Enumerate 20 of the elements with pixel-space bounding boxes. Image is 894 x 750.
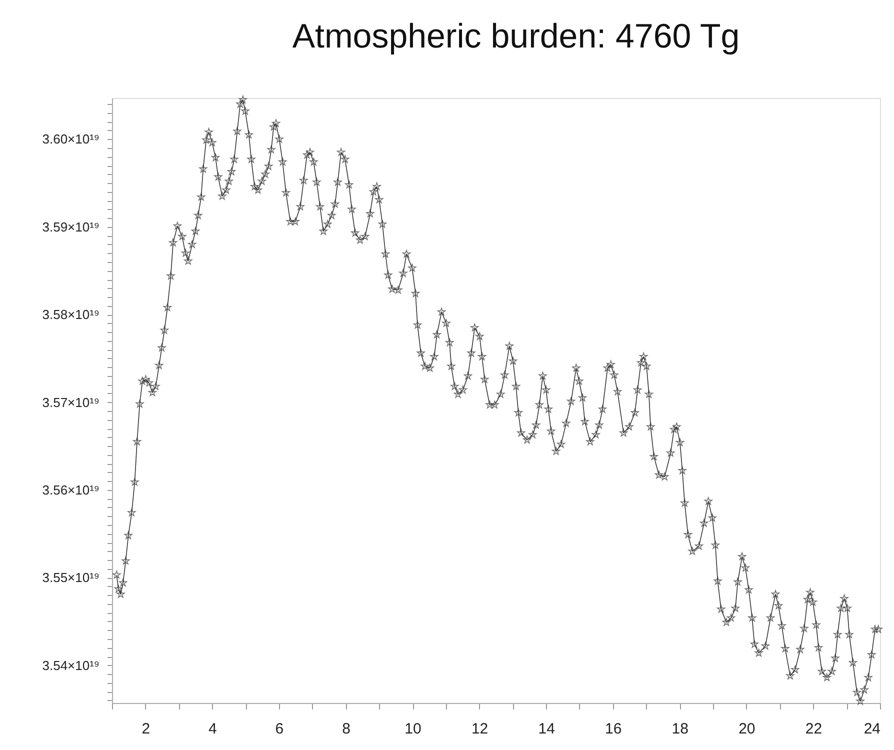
x-tick-label: 2	[142, 720, 150, 738]
x-tick-label: 14	[538, 720, 555, 738]
x-tick-label: 10	[404, 720, 422, 738]
y-tick-label: 3.59×10¹⁹	[42, 219, 100, 234]
x-tick-label: 16	[605, 720, 622, 738]
y-tick-label: 3.60×10¹⁹	[42, 132, 100, 147]
chart-title: Atmospheric burden: 4760 Tg	[292, 17, 740, 56]
y-tick-label: 3.56×10¹⁹	[42, 482, 100, 498]
x-tick-label: 6	[275, 720, 284, 738]
x-tick-label: 12	[471, 720, 488, 738]
y-tick-label: 3.55×10¹⁹	[42, 570, 100, 586]
x-tick-label: 18	[672, 720, 688, 738]
x-tick-label: 8	[342, 720, 350, 738]
x-tick-label: 22	[805, 720, 822, 738]
y-tick-label: 3.58×10¹⁹	[42, 307, 100, 322]
x-tick-label: 4	[208, 720, 217, 738]
x-tick-label: 24	[864, 720, 880, 738]
y-tick-label: 3.54×10¹⁹	[42, 658, 100, 673]
y-tick-label: 3.57×10¹⁹	[42, 394, 100, 410]
x-tick-label: 20	[738, 720, 756, 738]
